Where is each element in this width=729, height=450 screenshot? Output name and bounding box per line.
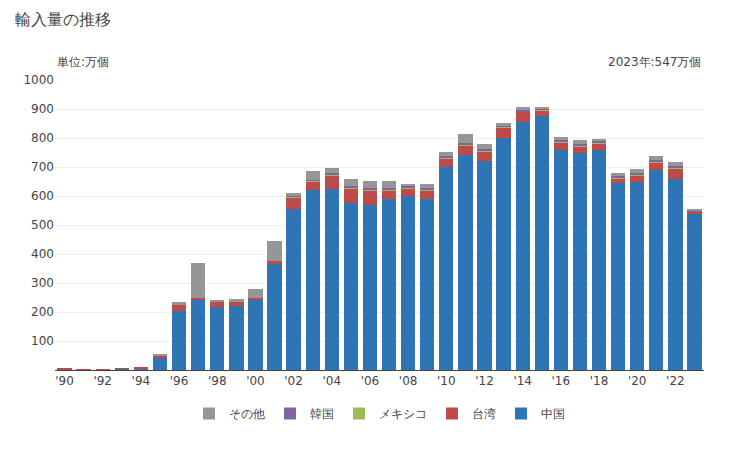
svg-text:'00: '00 [246,374,265,388]
svg-text:200: 200 [31,305,54,319]
svg-text:メキシコ: メキシコ [379,407,427,421]
svg-text:900: 900 [31,102,54,116]
svg-text:'02: '02 [284,374,303,388]
svg-text:台湾: 台湾 [472,407,496,421]
svg-text:2023年:547万個: 2023年:547万個 [608,55,702,69]
svg-text:中国: 中国 [541,407,565,421]
svg-text:'10: '10 [437,374,456,388]
svg-text:'98: '98 [208,374,227,388]
svg-text:300: 300 [31,276,54,290]
svg-text:'16: '16 [552,374,571,388]
svg-text:500: 500 [31,218,54,232]
svg-text:'90: '90 [55,374,74,388]
svg-text:単位:万個: 単位:万個 [57,55,109,69]
svg-text:600: 600 [31,189,54,203]
svg-text:100: 100 [31,334,54,348]
svg-text:'94: '94 [132,374,151,388]
svg-text:'20: '20 [628,374,647,388]
svg-text:'06: '06 [361,374,380,388]
svg-text:'92: '92 [93,374,112,388]
svg-text:'04: '04 [322,374,341,388]
svg-text:'96: '96 [170,374,189,388]
svg-text:'12: '12 [475,374,494,388]
svg-text:輸入量の推移: 輸入量の推移 [15,10,111,29]
svg-text:'14: '14 [513,374,532,388]
svg-text:'18: '18 [590,374,609,388]
svg-text:'22: '22 [666,374,685,388]
svg-text:800: 800 [31,131,54,145]
svg-text:1000: 1000 [23,73,54,87]
svg-text:韓国: 韓国 [310,407,334,421]
svg-text:700: 700 [31,160,54,174]
svg-text:その他: その他 [229,407,265,421]
svg-text:400: 400 [31,247,54,261]
svg-text:'08: '08 [399,374,418,388]
